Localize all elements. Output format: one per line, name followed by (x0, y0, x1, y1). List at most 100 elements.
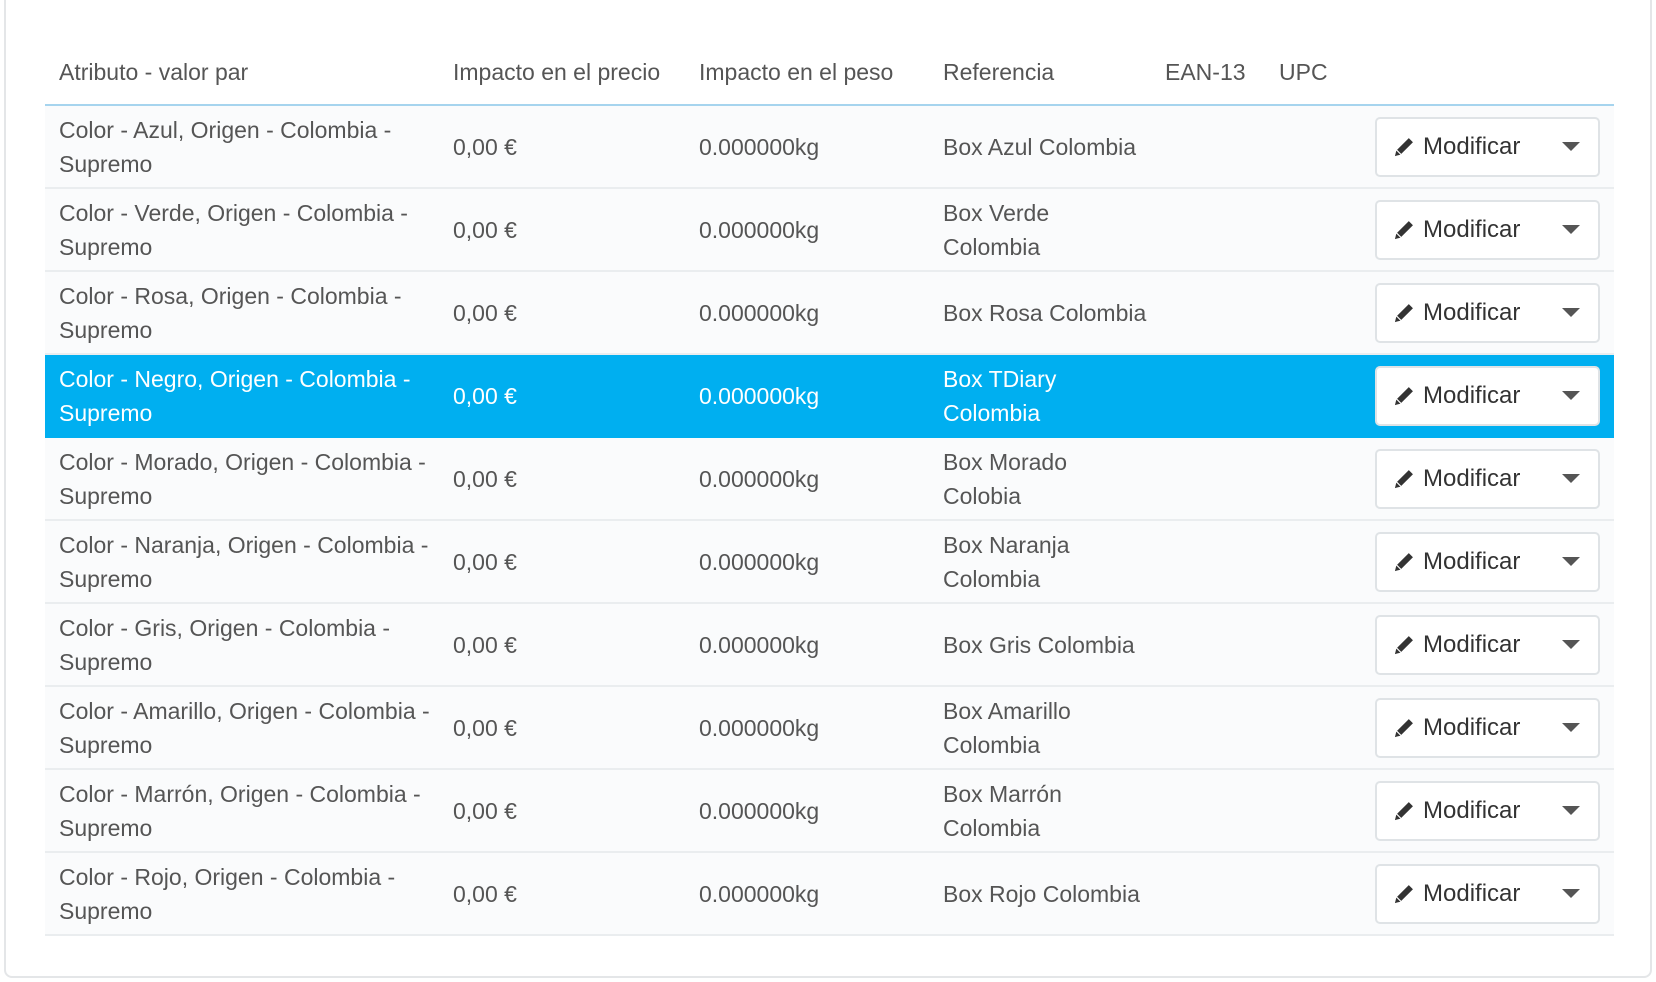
table-row[interactable]: Color - Azul, Origen - Colombia - Suprem… (45, 105, 1614, 189)
cell-price: 0,00 € (439, 603, 685, 687)
cell-attribute: Color - Azul, Origen - Colombia - Suprem… (45, 105, 439, 189)
header-ean13: EAN-13 (1151, 40, 1265, 106)
header-reference: Referencia (929, 40, 1151, 106)
modify-label: Modificar (1423, 796, 1521, 824)
cell-price: 0,00 € (439, 105, 685, 189)
caret-down-icon[interactable] (1562, 391, 1580, 400)
cell-upc (1265, 437, 1339, 521)
modify-button[interactable]: Modificar (1375, 448, 1600, 509)
modify-button[interactable]: Modificar (1375, 365, 1600, 426)
pencil-icon (1394, 137, 1413, 156)
pencil-icon (1394, 303, 1413, 322)
modify-label: Modificar (1423, 879, 1521, 907)
cell-upc (1265, 188, 1339, 272)
table-row[interactable]: Color - Naranja, Origen - Colombia - Sup… (45, 520, 1614, 604)
caret-down-icon[interactable] (1562, 723, 1580, 732)
cell-weight: 0.000000kg (685, 354, 929, 438)
modify-label: Modificar (1423, 713, 1521, 741)
table-row[interactable]: Color - Amarillo, Origen - Colombia - Su… (45, 686, 1614, 770)
cell-price: 0,00 € (439, 188, 685, 272)
cell-price: 0,00 € (439, 520, 685, 604)
cell-price: 0,00 € (439, 686, 685, 770)
cell-upc (1265, 603, 1339, 687)
modify-label: Modificar (1423, 381, 1521, 409)
modify-button[interactable]: Modificar (1375, 531, 1600, 592)
cell-weight: 0.000000kg (685, 852, 929, 936)
modify-button[interactable]: Modificar (1375, 282, 1600, 343)
header-attribute: Atributo - valor par (45, 40, 439, 106)
cell-ean13 (1151, 686, 1265, 770)
cell-attribute: Color - Gris, Origen - Colombia - Suprem… (45, 603, 439, 687)
table-row[interactable]: Color - Morado, Origen - Colombia - Supr… (45, 437, 1614, 521)
modify-label: Modificar (1423, 298, 1521, 326)
modify-button[interactable]: Modificar (1375, 614, 1600, 675)
cell-ean13 (1151, 520, 1265, 604)
pencil-icon (1394, 801, 1413, 820)
modify-label: Modificar (1423, 215, 1521, 243)
caret-down-icon[interactable] (1562, 474, 1580, 483)
pencil-icon (1394, 469, 1413, 488)
cell-reference: Box Rojo Colombia (929, 852, 1151, 936)
modify-button[interactable]: Modificar (1375, 863, 1600, 924)
cell-actions: Modificar (1339, 105, 1614, 189)
modify-button[interactable]: Modificar (1375, 199, 1600, 260)
table-row[interactable]: Color - Rosa, Origen - Colombia - Suprem… (45, 271, 1614, 355)
cell-price: 0,00 € (439, 437, 685, 521)
cell-weight: 0.000000kg (685, 686, 929, 770)
cell-reference: Box Marrón Colombia (929, 769, 1151, 853)
cell-actions: Modificar (1339, 271, 1614, 355)
cell-attribute: Color - Rosa, Origen - Colombia - Suprem… (45, 271, 439, 355)
modify-button[interactable]: Modificar (1375, 116, 1600, 177)
header-price-impact: Impacto en el precio (439, 40, 685, 106)
cell-attribute: Color - Morado, Origen - Colombia - Supr… (45, 437, 439, 521)
cell-ean13 (1151, 769, 1265, 853)
cell-weight: 0.000000kg (685, 271, 929, 355)
caret-down-icon[interactable] (1562, 308, 1580, 317)
cell-actions: Modificar (1339, 188, 1614, 272)
table-row[interactable]: Color - Gris, Origen - Colombia - Suprem… (45, 603, 1614, 687)
caret-down-icon[interactable] (1562, 142, 1580, 151)
cell-weight: 0.000000kg (685, 105, 929, 189)
cell-actions: Modificar (1339, 354, 1614, 438)
modify-label: Modificar (1423, 132, 1521, 160)
caret-down-icon[interactable] (1562, 889, 1580, 898)
pencil-icon (1394, 220, 1413, 239)
header-actions (1339, 40, 1614, 106)
cell-upc (1265, 271, 1339, 355)
modify-label: Modificar (1423, 547, 1521, 575)
modify-button[interactable]: Modificar (1375, 780, 1600, 841)
cell-upc (1265, 686, 1339, 770)
modify-button[interactable]: Modificar (1375, 697, 1600, 758)
cell-actions: Modificar (1339, 437, 1614, 521)
caret-down-icon[interactable] (1562, 640, 1580, 649)
table-row[interactable]: Color - Verde, Origen - Colombia - Supre… (45, 188, 1614, 272)
pencil-icon (1394, 884, 1413, 903)
cell-upc (1265, 354, 1339, 438)
cell-reference: Box Verde Colombia (929, 188, 1151, 272)
cell-weight: 0.000000kg (685, 603, 929, 687)
combinations-table: Atributo - valor par Impacto en el preci… (45, 40, 1614, 936)
cell-upc (1265, 769, 1339, 853)
cell-weight: 0.000000kg (685, 520, 929, 604)
cell-upc (1265, 520, 1339, 604)
cell-reference: Box Rosa Colombia (929, 271, 1151, 355)
table-row[interactable]: Color - Negro, Origen - Colombia - Supre… (45, 354, 1614, 438)
table-row[interactable]: Color - Rojo, Origen - Colombia - Suprem… (45, 852, 1614, 936)
header-weight-impact: Impacto en el peso (685, 40, 929, 106)
cell-actions: Modificar (1339, 769, 1614, 853)
header-upc: UPC (1265, 40, 1339, 106)
cell-upc (1265, 852, 1339, 936)
cell-attribute: Color - Verde, Origen - Colombia - Supre… (45, 188, 439, 272)
caret-down-icon[interactable] (1562, 806, 1580, 815)
cell-attribute: Color - Rojo, Origen - Colombia - Suprem… (45, 852, 439, 936)
modify-label: Modificar (1423, 630, 1521, 658)
cell-actions: Modificar (1339, 852, 1614, 936)
cell-weight: 0.000000kg (685, 769, 929, 853)
pencil-icon (1394, 386, 1413, 405)
table-row[interactable]: Color - Marrón, Origen - Colombia - Supr… (45, 769, 1614, 853)
cell-weight: 0.000000kg (685, 188, 929, 272)
cell-reference: Box Naranja Colombia (929, 520, 1151, 604)
caret-down-icon[interactable] (1562, 557, 1580, 566)
pencil-icon (1394, 718, 1413, 737)
caret-down-icon[interactable] (1562, 225, 1580, 234)
